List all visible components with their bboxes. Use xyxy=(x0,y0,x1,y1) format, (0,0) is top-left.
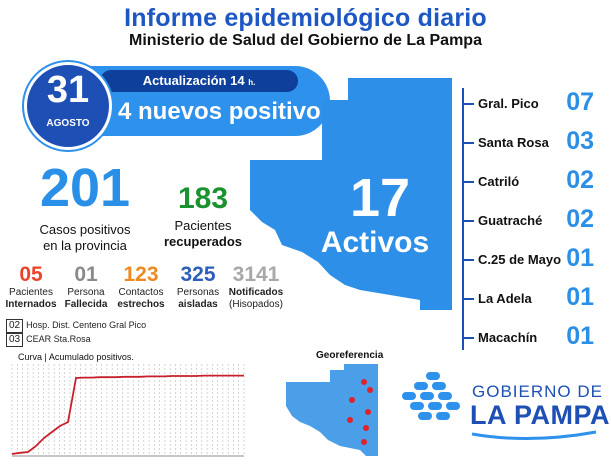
hospital-name: Hosp. Dist. Centeno Gral Pico xyxy=(26,320,147,330)
hospital-count: 02 xyxy=(6,319,24,333)
city-count: 01 xyxy=(566,322,594,350)
location-marker xyxy=(349,397,355,403)
report-title: Informe epidemiológico diario xyxy=(124,4,487,32)
city-name: Macachín xyxy=(478,330,538,345)
stat-value: 123 xyxy=(123,263,159,286)
stat-label-line1: Personas xyxy=(176,287,220,298)
recovered-label-line1: Pacientes xyxy=(174,218,232,233)
update-time-badge: Actualización 14 h. xyxy=(100,70,298,92)
stat-aisladas: 325 Personas aisladas xyxy=(170,263,226,311)
city-row: Santa Rosa 03 xyxy=(462,127,608,163)
date-day: 31 xyxy=(46,69,90,111)
city-row: Guatraché 02 xyxy=(462,205,608,241)
stat-label-line1: Notificados xyxy=(228,287,284,298)
city-row: Gral. Pico 07 xyxy=(462,88,608,124)
ministry-subtitle: Ministerio de Salud del Gobierno de La P… xyxy=(129,32,482,49)
logo-line2: LA PAMPA xyxy=(470,400,610,430)
city-row: Catriló 02 xyxy=(462,166,608,202)
city-name: La Adela xyxy=(478,291,532,306)
stat-label-line2: estrechos xyxy=(117,299,165,310)
logo-line1: GOBIERNO DE xyxy=(472,382,603,401)
location-marker xyxy=(347,417,353,423)
georeference-map xyxy=(286,364,378,456)
stat-label-line2: Fallecida xyxy=(64,299,108,310)
stat-fallecida: 01 Persona Fallecida xyxy=(60,263,112,311)
city-name: Santa Rosa xyxy=(478,135,549,150)
stat-value: 05 xyxy=(19,263,43,286)
location-marker xyxy=(363,425,369,431)
stat-contactos: 123 Contactos estrechos xyxy=(112,263,170,311)
recovered-label-line2: recuperados xyxy=(163,234,243,249)
city-count: 07 xyxy=(566,88,594,116)
positive-cases-value: 201 xyxy=(39,158,131,218)
stat-notificados: 3141 Notificados (Hisopados) xyxy=(224,263,288,311)
province-shape xyxy=(250,78,452,310)
positive-cases-label-line1: Casos positivos xyxy=(39,222,131,237)
city-count: 03 xyxy=(566,127,594,155)
city-name: C.25 de Mayo xyxy=(478,252,562,267)
georeference-province-shape xyxy=(286,364,378,456)
city-count: 01 xyxy=(566,283,594,311)
stat-value: 01 xyxy=(74,263,98,286)
location-marker xyxy=(361,379,367,385)
curve-grid xyxy=(11,364,245,457)
city-count: 01 xyxy=(566,244,594,272)
stat-label-line1: Pacientes xyxy=(9,287,53,298)
stat-value: 325 xyxy=(180,263,216,286)
city-count: 02 xyxy=(566,205,594,233)
city-name: Gral. Pico xyxy=(478,96,539,111)
cumulative-curve-chart xyxy=(11,364,245,457)
hospital-list: 02 Hosp. Dist. Centeno Gral Pico 03 CEAR S… xyxy=(6,319,146,347)
active-cases-value: 17 xyxy=(349,168,411,228)
date-circle xyxy=(24,62,112,150)
stat-label-line1: Persona xyxy=(67,287,105,298)
city-row: Macachín 01 xyxy=(462,322,608,358)
city-row: La Adela 01 xyxy=(462,283,608,319)
hospital-count: 03 xyxy=(6,333,24,347)
update-label: Actualización 14 xyxy=(142,73,245,88)
hospital-row: 02 Hosp. Dist. Centeno Gral Pico xyxy=(6,319,146,333)
logo-swoosh xyxy=(471,430,597,441)
city-name: Guatraché xyxy=(478,213,543,228)
recovered-value: 183 xyxy=(177,182,229,215)
government-logo-icon xyxy=(402,372,460,420)
stat-label-line2: aisladas xyxy=(178,299,218,310)
location-marker xyxy=(367,387,373,393)
stat-internados: 05 Pacientes Internados xyxy=(2,263,60,311)
positive-cases-label-line2: en la provincia xyxy=(43,238,127,253)
date-month: AGOSTO xyxy=(46,118,90,129)
city-row: C.25 de Mayo 01 xyxy=(462,244,608,280)
active-cases-label: Activos xyxy=(320,226,430,259)
new-positive-text: 4 nuevos positivo xyxy=(118,98,321,125)
city-count: 02 xyxy=(566,166,594,194)
location-marker xyxy=(365,409,371,415)
stat-label-line2: Internados xyxy=(5,299,57,310)
stat-label-line2: (Hisopados) xyxy=(229,299,283,310)
city-name: Catriló xyxy=(478,174,520,189)
stat-label-line1: Contactos xyxy=(118,287,164,298)
curve-title: Curva | Acumulado positivos. xyxy=(18,352,134,362)
update-hour-suffix: h. xyxy=(248,78,256,87)
stat-value: 3141 xyxy=(232,263,280,286)
hospital-name: CEAR Sta.Rosa xyxy=(26,334,91,344)
city-list-divider xyxy=(462,88,464,350)
positive-cases-label: Casos positivos en la provincia xyxy=(20,222,150,254)
location-marker xyxy=(361,439,367,445)
recovered-label: Pacientes recuperados xyxy=(150,218,256,250)
hospital-row: 03 CEAR Sta.Rosa xyxy=(6,333,146,347)
curve-series-line xyxy=(11,374,244,455)
georeference-title: Georeferencia xyxy=(316,350,384,361)
